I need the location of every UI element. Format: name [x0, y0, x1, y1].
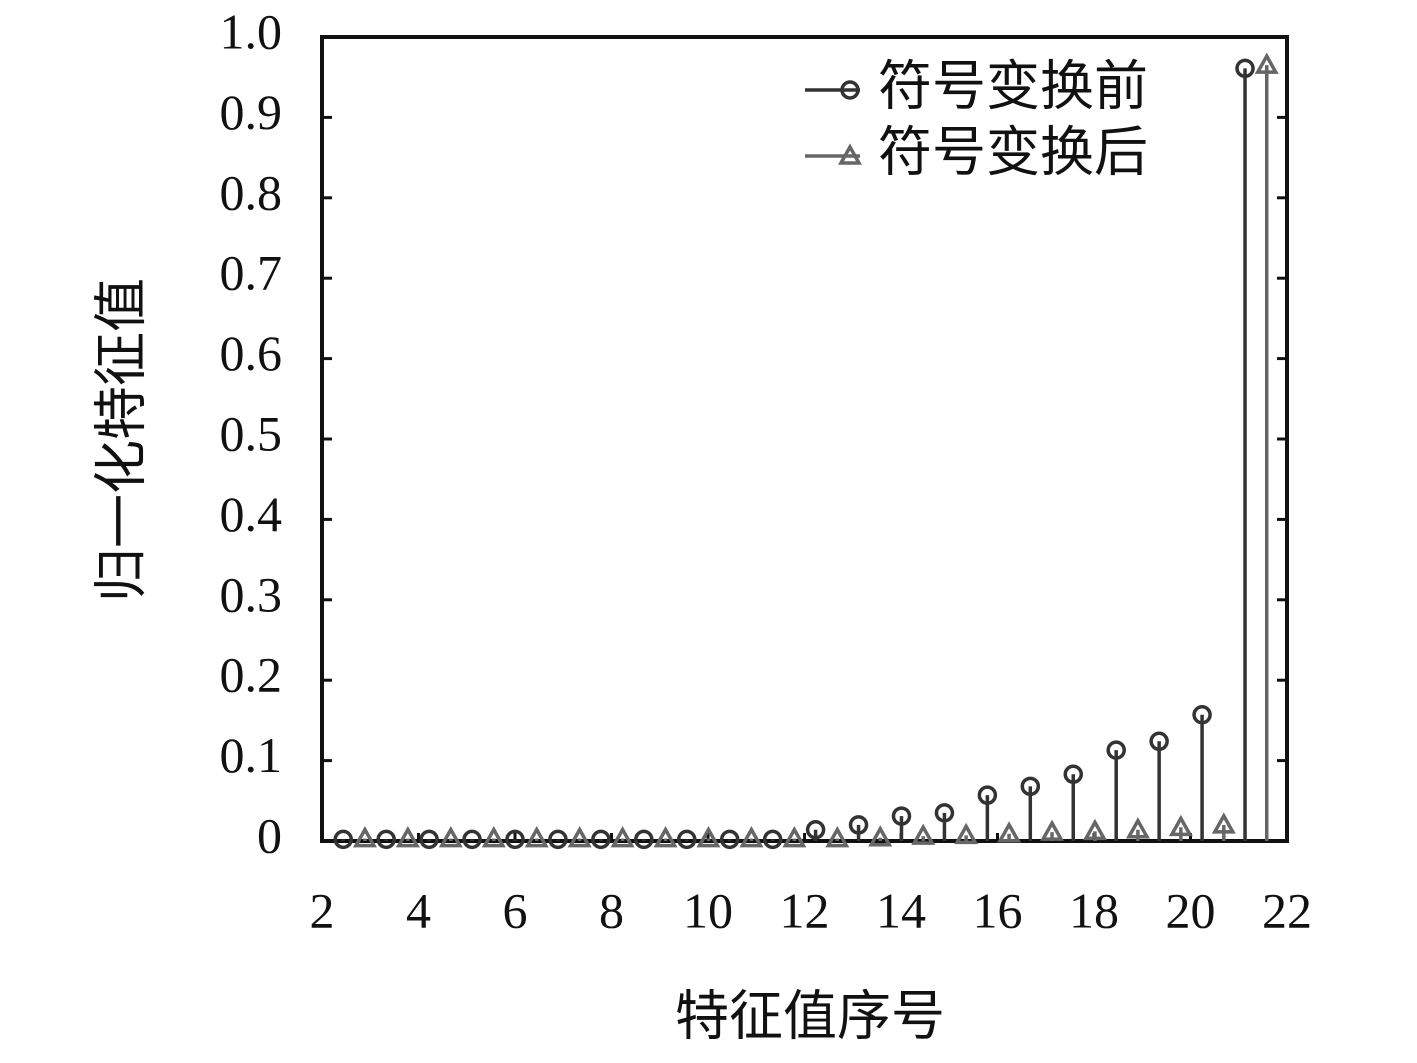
marker [395, 826, 420, 848]
y-tick-label: 0.1 [220, 727, 283, 783]
marker [719, 829, 740, 850]
marker [1254, 52, 1279, 74]
x-tick-label: 12 [780, 882, 830, 938]
marker [1149, 731, 1169, 752]
marker [911, 823, 936, 845]
marker [1125, 817, 1150, 839]
marker [376, 829, 396, 850]
marker [462, 829, 482, 850]
marker [934, 803, 955, 823]
marker [1192, 705, 1212, 725]
marker [505, 829, 525, 850]
y-tick-label: 0.9 [220, 84, 283, 140]
y-tick-label: 0.7 [220, 245, 283, 301]
x-tick-label: 18 [1069, 882, 1119, 938]
marker [1063, 764, 1084, 785]
marker [634, 829, 654, 850]
marker [591, 829, 611, 850]
marker [977, 785, 998, 805]
marker [352, 826, 377, 848]
marker [1082, 818, 1107, 841]
marker [1235, 58, 1255, 79]
x-tick-label: 6 [503, 882, 528, 938]
legend-label: 符号变换后 [878, 121, 1148, 184]
marker [805, 819, 826, 840]
x-tick-label: 22 [1262, 882, 1312, 938]
marker [762, 829, 783, 850]
marker [677, 829, 697, 850]
marker [840, 80, 860, 100]
y-tick-label: 0.8 [220, 164, 283, 220]
plot-frame [320, 35, 1289, 843]
y-tick-label: 1.0 [220, 3, 283, 59]
y-tick-label: 0.5 [220, 405, 283, 461]
x-tick-label: 4 [406, 882, 431, 938]
marker [1020, 776, 1041, 797]
marker [954, 822, 979, 845]
marker [567, 826, 592, 848]
marker [1106, 740, 1126, 760]
y-tick-label: 0.4 [220, 486, 283, 542]
marker [438, 826, 463, 848]
marker [891, 806, 912, 826]
legend-label: 符号变换前 [878, 55, 1148, 118]
x-tick-label: 2 [310, 882, 335, 938]
x-tick-label: 10 [683, 882, 733, 938]
marker [610, 826, 635, 848]
y-tick-label: 0 [257, 807, 282, 863]
marker [1040, 819, 1065, 841]
x-tick-label: 16 [973, 882, 1023, 938]
marker [524, 826, 549, 848]
y-tick-label: 0.3 [220, 566, 283, 622]
marker [696, 826, 721, 848]
y-axis-label: 归一化特征值 [90, 278, 153, 602]
marker [739, 826, 764, 848]
marker [782, 826, 807, 848]
marker [838, 143, 862, 165]
marker [419, 829, 439, 850]
x-tick-label: 8 [599, 882, 624, 938]
x-tick-label: 20 [1166, 882, 1216, 938]
marker [333, 829, 353, 850]
marker [825, 826, 850, 848]
marker [997, 821, 1022, 843]
marker [481, 826, 506, 848]
y-tick-label: 0.2 [220, 647, 283, 703]
marker [848, 815, 869, 835]
marker [1168, 814, 1193, 837]
marker [548, 829, 568, 850]
marker [1211, 812, 1236, 834]
x-axis-label: 特征值序号 [675, 985, 945, 1048]
marker [653, 826, 678, 848]
x-tick-label: 14 [876, 882, 926, 938]
y-tick-label: 0.6 [220, 325, 283, 381]
marker [868, 825, 893, 847]
